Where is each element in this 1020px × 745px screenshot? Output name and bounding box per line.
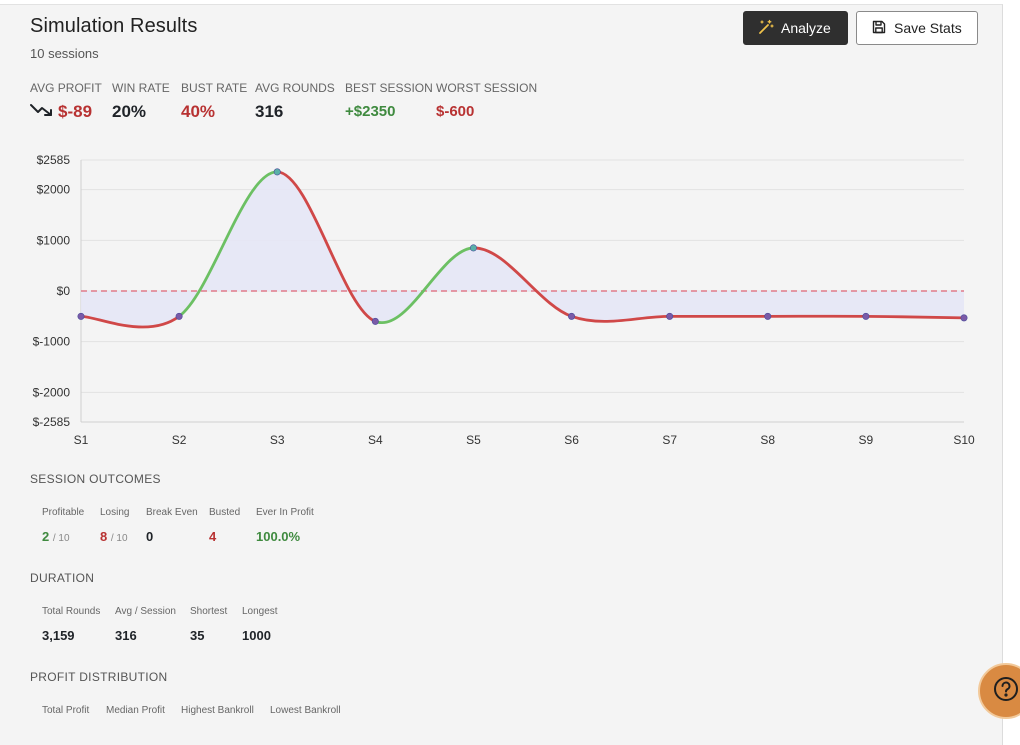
x-tick-label: S10 bbox=[953, 433, 975, 447]
metric-worst-session: WORST SESSION $-600 bbox=[436, 81, 537, 95]
metric-value: 40% bbox=[181, 102, 215, 122]
y-tick-label: $-2000 bbox=[33, 385, 71, 399]
stat-lowest-bankroll: Lowest Bankroll bbox=[270, 705, 341, 716]
metric-value: $-600 bbox=[436, 103, 474, 120]
stat-label: Median Profit bbox=[106, 705, 165, 716]
profit-area bbox=[81, 172, 964, 327]
stat-value: 100.0% bbox=[256, 529, 300, 544]
metric-avg-profit: AVG PROFIT $-89 bbox=[30, 81, 102, 95]
analyze-label: Analyze bbox=[781, 20, 831, 36]
stat-ever-in-profit: Ever In Profit 100.0% bbox=[256, 507, 314, 518]
metric-label: AVG ROUNDS bbox=[255, 81, 335, 95]
y-tick-label: $2000 bbox=[37, 183, 71, 197]
y-tick-label: $-1000 bbox=[33, 335, 71, 349]
stat-label: Break Even bbox=[146, 507, 198, 518]
x-tick-label: S2 bbox=[172, 433, 187, 447]
stat-label: Profitable bbox=[42, 507, 84, 518]
x-tick-label: S5 bbox=[466, 433, 481, 447]
y-tick-label: $0 bbox=[57, 284, 71, 298]
page-title: Simulation Results bbox=[30, 15, 197, 38]
trending-down-icon bbox=[30, 102, 54, 122]
data-point bbox=[863, 313, 869, 319]
metric-label: BUST RATE bbox=[181, 81, 247, 95]
stat-total-profit: Total Profit bbox=[42, 705, 89, 716]
stat-avg-session: Avg / Session 316 bbox=[115, 606, 176, 617]
y-tick-label: $2585 bbox=[37, 153, 71, 167]
stat-break-even: Break Even 0 bbox=[146, 507, 198, 518]
data-point bbox=[961, 315, 967, 321]
stat-longest: Longest 1000 bbox=[242, 606, 278, 617]
metric-value: 20% bbox=[112, 102, 146, 122]
y-tick-label: $-2585 bbox=[33, 415, 71, 429]
stat-median-profit: Median Profit bbox=[106, 705, 165, 716]
data-point bbox=[78, 313, 84, 319]
stat-label: Lowest Bankroll bbox=[270, 705, 341, 716]
metric-value: 316 bbox=[255, 102, 283, 122]
metric-win-rate: WIN RATE 20% bbox=[112, 81, 170, 95]
stat-value: 0 bbox=[146, 529, 153, 544]
x-tick-label: S9 bbox=[859, 433, 874, 447]
stat-busted: Busted 4 bbox=[209, 507, 240, 518]
stat-shortest: Shortest 35 bbox=[190, 606, 227, 617]
data-point bbox=[274, 169, 280, 175]
metric-label: WORST SESSION bbox=[436, 81, 537, 95]
stat-label: Avg / Session bbox=[115, 606, 176, 617]
stat-highest-bankroll: Highest Bankroll bbox=[181, 705, 254, 716]
stat-value: 2 bbox=[42, 529, 49, 544]
x-tick-label: S1 bbox=[74, 433, 89, 447]
stat-total: / 10 bbox=[111, 533, 128, 544]
stat-label: Total Profit bbox=[42, 705, 89, 716]
x-tick-label: S4 bbox=[368, 433, 383, 447]
stat-total-rounds: Total Rounds 3,159 bbox=[42, 606, 100, 617]
x-tick-label: S8 bbox=[760, 433, 775, 447]
metric-avg-rounds: AVG ROUNDS 316 bbox=[255, 81, 335, 95]
stat-value: 8 bbox=[100, 529, 107, 544]
stat-value: 4 bbox=[209, 529, 216, 544]
results-panel: Simulation Results 10 sessions Analyze S… bbox=[0, 4, 1003, 745]
session-outcomes-heading: SESSION OUTCOMES bbox=[30, 472, 161, 486]
metric-bust-rate: BUST RATE 40% bbox=[181, 81, 247, 95]
x-tick-label: S7 bbox=[662, 433, 677, 447]
metric-best-session: BEST SESSION +$2350 bbox=[345, 81, 433, 95]
duration-heading: DURATION bbox=[30, 571, 94, 585]
stat-value: 35 bbox=[190, 628, 204, 643]
y-tick-label: $1000 bbox=[37, 233, 71, 247]
stat-label: Longest bbox=[242, 606, 278, 617]
save-stats-button[interactable]: Save Stats bbox=[856, 11, 978, 45]
x-tick-label: S3 bbox=[270, 433, 285, 447]
stat-label: Total Rounds bbox=[42, 606, 100, 617]
stat-profitable: Profitable 2 / 10 bbox=[42, 507, 84, 518]
analyze-button[interactable]: Analyze bbox=[743, 11, 848, 45]
data-point bbox=[765, 313, 771, 319]
stat-label: Ever In Profit bbox=[256, 507, 314, 518]
data-point bbox=[568, 313, 574, 319]
metric-value: +$2350 bbox=[345, 103, 395, 120]
floppy-disk-icon bbox=[871, 19, 887, 38]
stat-label: Busted bbox=[209, 507, 240, 518]
series-line-segment bbox=[866, 316, 964, 318]
data-point bbox=[176, 313, 182, 319]
x-tick-label: S6 bbox=[564, 433, 579, 447]
stat-label: Shortest bbox=[190, 606, 227, 617]
data-point bbox=[372, 318, 378, 324]
stat-value: 1000 bbox=[242, 628, 271, 643]
session-count: 10 sessions bbox=[30, 46, 99, 61]
stat-label: Losing bbox=[100, 507, 129, 518]
stat-label: Highest Bankroll bbox=[181, 705, 254, 716]
metric-label: AVG PROFIT bbox=[30, 81, 102, 95]
data-point bbox=[666, 313, 672, 319]
data-point bbox=[470, 245, 476, 251]
magic-wand-icon bbox=[758, 19, 774, 38]
stat-value: 316 bbox=[115, 628, 137, 643]
metric-value: $-89 bbox=[58, 102, 92, 122]
metric-label: WIN RATE bbox=[112, 81, 170, 95]
stat-total: / 10 bbox=[53, 533, 70, 544]
stat-value: 3,159 bbox=[42, 628, 75, 643]
help-circle-icon bbox=[993, 676, 1019, 707]
profit-distribution-heading: PROFIT DISTRIBUTION bbox=[30, 670, 167, 684]
metric-label: BEST SESSION bbox=[345, 81, 433, 95]
stat-losing: Losing 8 / 10 bbox=[100, 507, 129, 518]
save-stats-label: Save Stats bbox=[894, 20, 962, 36]
